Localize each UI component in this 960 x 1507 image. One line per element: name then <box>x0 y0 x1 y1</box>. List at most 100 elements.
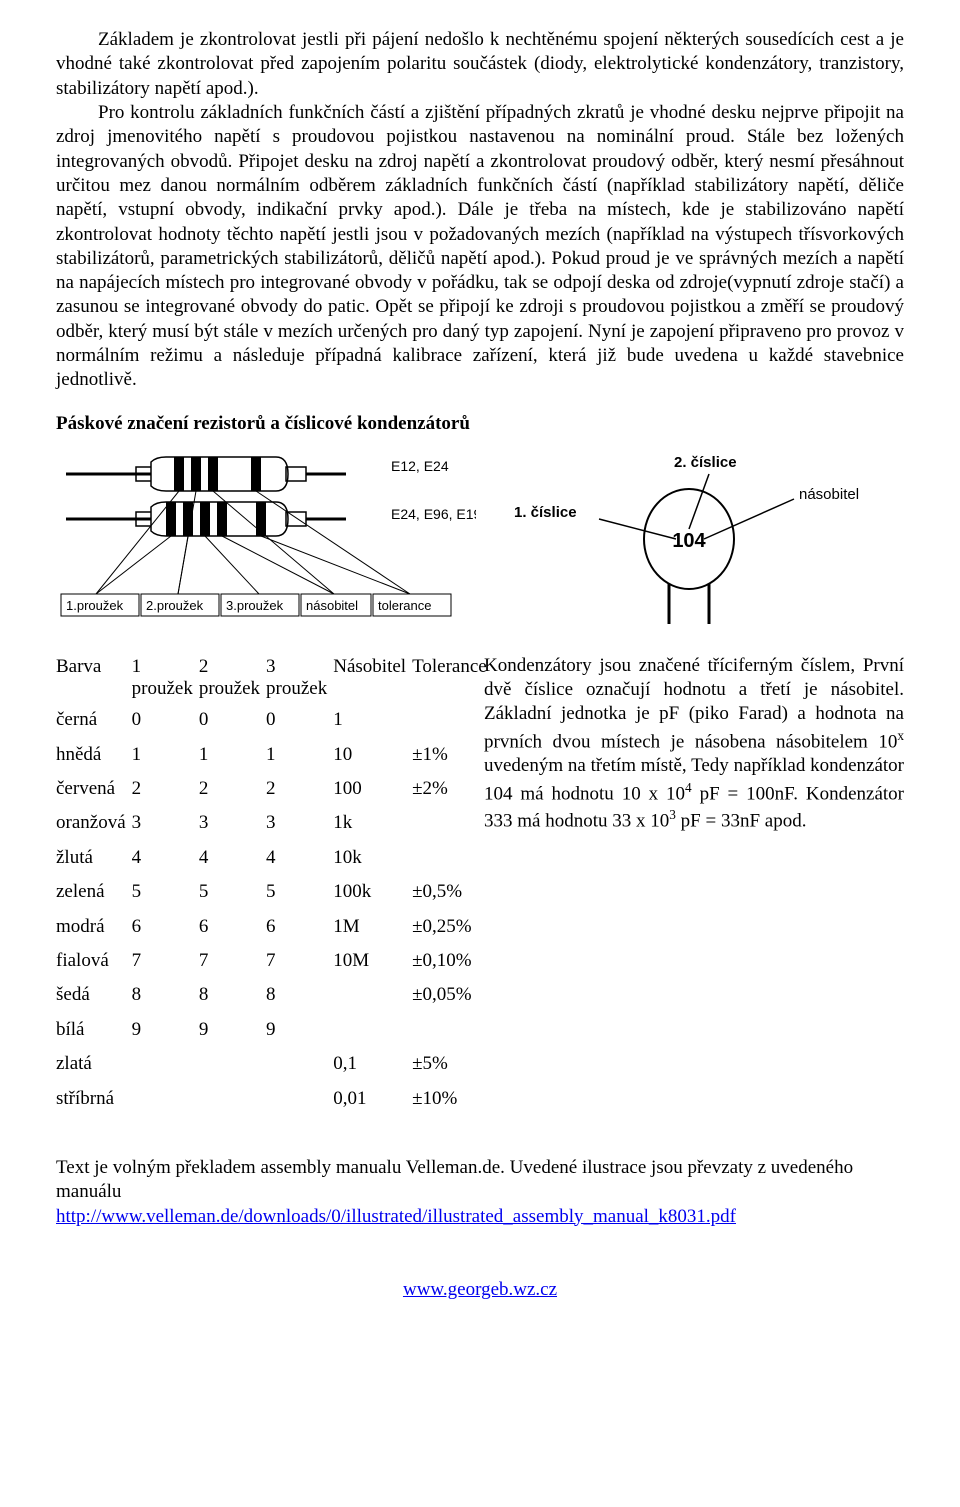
table-cell: 3 <box>266 806 333 840</box>
table-cell: fialová <box>56 944 132 978</box>
cap-label-right: násobitel <box>799 486 859 503</box>
table-cell: 1M <box>333 910 412 944</box>
table-cell: ±2% <box>412 772 493 806</box>
band-label-1: 1.proužek <box>66 598 124 613</box>
table-cell: 0 <box>199 703 266 737</box>
table-cell: šedá <box>56 978 132 1012</box>
table-cell: 2 <box>199 772 266 806</box>
table-cell <box>333 978 412 1012</box>
table-cell: 5 <box>199 875 266 909</box>
table-cell <box>333 1013 412 1047</box>
table-cell: 4 <box>132 841 199 875</box>
table-cell: 2 <box>266 772 333 806</box>
intro-rest: Pro kontrolu základních funkčních částí … <box>56 102 904 390</box>
diagrams-row: E12, E24 E24, E96, E192 <box>56 449 904 624</box>
table-cell: stříbrná <box>56 1082 132 1116</box>
cap-label-left: 1. číslice <box>514 504 577 521</box>
table-cell: 100k <box>333 875 412 909</box>
table-row: zlatá 0,1±5% <box>56 1047 493 1081</box>
th-3: 3proužek <box>266 654 333 704</box>
table-cell <box>412 806 493 840</box>
resistor-diagram: E12, E24 E24, E96, E192 <box>56 449 476 624</box>
table-cell: ±0,10% <box>412 944 493 978</box>
table-cell: ±1% <box>412 738 493 772</box>
series-bottom-label: E24, E96, E192 <box>391 506 476 522</box>
table-cell: ±0,5% <box>412 875 493 909</box>
band-label-2: 2.proužek <box>146 598 204 613</box>
table-cell <box>199 1082 266 1116</box>
table-cell: zlatá <box>56 1047 132 1081</box>
bottom-link-wrap: www.georgeb.wz.cz <box>56 1279 904 1301</box>
series-top-label: E12, E24 <box>391 458 449 474</box>
table-cell <box>412 1013 493 1047</box>
table-cell: zelená <box>56 875 132 909</box>
table-row: hnědá11110±1% <box>56 738 493 772</box>
table-cell <box>412 703 493 737</box>
table-header-row: Barva 1proužek 2proužek 3proužek Násobit… <box>56 654 493 704</box>
table-cell: žlutá <box>56 841 132 875</box>
band-label-5: tolerance <box>378 598 431 613</box>
table-cell: 10M <box>333 944 412 978</box>
table-cell: 6 <box>199 910 266 944</box>
table-row: černá0001 <box>56 703 493 737</box>
table-cell: 3 <box>199 806 266 840</box>
section-heading: Páskové značení rezistorů a číslicové ko… <box>56 413 904 435</box>
table-cell: 7 <box>132 944 199 978</box>
table-cell: 4 <box>266 841 333 875</box>
table-cell: 0,01 <box>333 1082 412 1116</box>
table-cell: 1 <box>132 738 199 772</box>
table-cell: červená <box>56 772 132 806</box>
table-row: oranžová3331k <box>56 806 493 840</box>
table-row: stříbrná0,01±10% <box>56 1082 493 1116</box>
table-cell: 9 <box>266 1013 333 1047</box>
capacitor-diagram: 104 1. číslice 2. číslice násobitel <box>504 449 904 624</box>
th-1: 1proužek <box>132 654 199 704</box>
table-cell: hnědá <box>56 738 132 772</box>
table-cell: 7 <box>199 944 266 978</box>
table-cell <box>266 1082 333 1116</box>
table-cell: 3 <box>132 806 199 840</box>
table-cell: 1 <box>199 738 266 772</box>
th-barva: Barva <box>56 654 132 704</box>
band-label-4: násobitel <box>306 598 358 613</box>
table-row: žlutá44410k <box>56 841 493 875</box>
table-cell: 9 <box>199 1013 266 1047</box>
source-link[interactable]: http://www.velleman.de/downloads/0/illus… <box>56 1206 736 1227</box>
table-row: šedá888±0,05% <box>56 978 493 1012</box>
table-row: bílá999 <box>56 1013 493 1047</box>
th-tol: Tolerance <box>412 654 493 704</box>
table-cell: ±0,05% <box>412 978 493 1012</box>
table-cell: 10 <box>333 738 412 772</box>
table-cell: ±5% <box>412 1047 493 1081</box>
table-cell: 6 <box>266 910 333 944</box>
table-cell: bílá <box>56 1013 132 1047</box>
table-cell: 8 <box>132 978 199 1012</box>
table-row: zelená555100k±0,5% <box>56 875 493 909</box>
site-link[interactable]: www.georgeb.wz.cz <box>403 1279 557 1300</box>
table-and-text-row: Barva 1proužek 2proužek 3proužek Násobit… <box>56 654 904 1116</box>
table-cell: 5 <box>266 875 333 909</box>
cap-label-top: 2. číslice <box>674 454 737 471</box>
table-cell <box>132 1082 199 1116</box>
table-cell: černá <box>56 703 132 737</box>
table-cell: ±0,25% <box>412 910 493 944</box>
table-cell: 0 <box>266 703 333 737</box>
band-label-3: 3.proužek <box>226 598 284 613</box>
table-cell: 6 <box>132 910 199 944</box>
table-cell: modrá <box>56 910 132 944</box>
table-row: modrá6661M±0,25% <box>56 910 493 944</box>
th-mult: Násobitel <box>333 654 412 704</box>
table-cell: oranžová <box>56 806 132 840</box>
table-cell: 7 <box>266 944 333 978</box>
color-code-table: Barva 1proužek 2proužek 3proužek Násobit… <box>56 654 493 1116</box>
resistor-svg: E12, E24 E24, E96, E192 <box>56 449 476 624</box>
table-cell <box>266 1047 333 1081</box>
table-cell: 5 <box>132 875 199 909</box>
table-cell: 1 <box>266 738 333 772</box>
table-cell: 2 <box>132 772 199 806</box>
capacitor-svg: 104 1. číslice 2. číslice násobitel <box>504 449 874 624</box>
intro-line1: Základem je zkontrolovat jestli při páje… <box>56 29 904 99</box>
table-cell: 0,1 <box>333 1047 412 1081</box>
table-cell: 100 <box>333 772 412 806</box>
table-cell: 8 <box>199 978 266 1012</box>
